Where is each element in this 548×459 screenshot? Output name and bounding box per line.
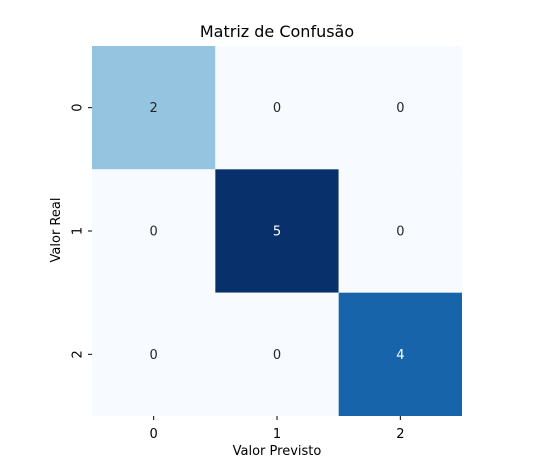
y-tick-label-2: 2 — [71, 350, 86, 358]
x-tick-label-0: 0 — [150, 427, 158, 442]
heatmap-cell-label-2-1: 0 — [273, 348, 281, 363]
heatmap-labels: 2 0 0 0 5 0 0 0 4 — [150, 101, 405, 363]
heatmap-cell-2-2 — [338, 292, 462, 416]
y-axis-label: Valor Real — [49, 198, 64, 263]
heatmap-cell-label-1-2: 0 — [396, 225, 404, 240]
heatmap-cell-2-0 — [92, 292, 216, 416]
heatmap-cell-label-2-0: 0 — [150, 348, 158, 363]
y-tick-label-0: 0 — [71, 104, 86, 112]
heatmap-cell-label-0-2: 0 — [396, 101, 404, 116]
heatmap-cell-label-1-0: 0 — [150, 225, 158, 240]
heatmap-cell-0-0 — [92, 46, 216, 170]
x-tick-label-2: 2 — [396, 427, 404, 442]
heatmap-cell-1-1 — [215, 169, 339, 293]
heatmap-cell-0-2 — [338, 46, 462, 170]
chart-title: Matriz de Confusão — [200, 22, 354, 41]
y-tick-label-1: 1 — [71, 227, 86, 235]
heatmap-cells — [92, 46, 462, 416]
x-axis-ticks: 0 1 2 — [150, 416, 404, 442]
heatmap-cell-1-0 — [92, 169, 216, 293]
heatmap-cell-2-1 — [215, 292, 339, 416]
heatmap-cell-1-2 — [338, 169, 462, 293]
x-tick-label-1: 1 — [273, 427, 281, 442]
heatmap-cell-label-0-0: 2 — [150, 101, 158, 116]
heatmap-cell-label-0-1: 0 — [273, 101, 281, 116]
heatmap-cell-label-2-2: 4 — [396, 348, 404, 363]
x-axis-label: Valor Previsto — [233, 444, 322, 459]
heatmap-cell-label-1-1: 5 — [273, 225, 281, 240]
heatmap-cell-0-1 — [215, 46, 339, 170]
y-axis-ticks: 0 1 2 — [71, 104, 92, 358]
